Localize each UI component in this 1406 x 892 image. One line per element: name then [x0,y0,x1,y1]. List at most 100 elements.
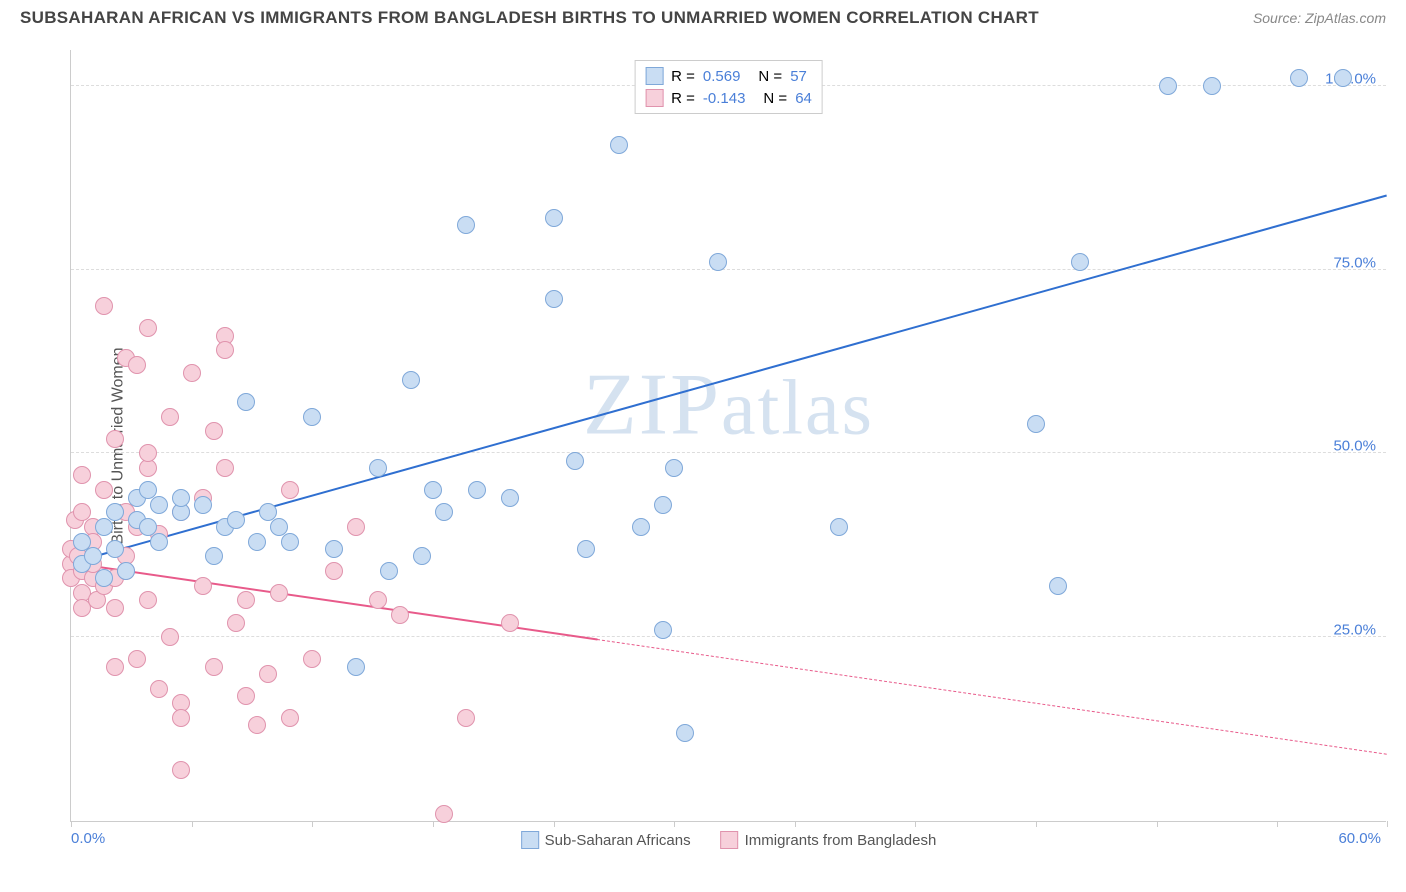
chart-title: SUBSAHARAN AFRICAN VS IMMIGRANTS FROM BA… [20,8,1039,28]
point-series-a [413,547,431,565]
point-series-a [106,540,124,558]
point-series-a [1159,77,1177,95]
point-series-a [566,452,584,470]
point-series-b [248,716,266,734]
legend-swatch [645,67,663,85]
point-series-b [128,650,146,668]
point-series-a [227,511,245,529]
point-series-a [194,496,212,514]
point-series-a [610,136,628,154]
point-series-a [1290,69,1308,87]
point-series-a [172,489,190,507]
point-series-b [161,628,179,646]
point-series-a [1027,415,1045,433]
point-series-a [665,459,683,477]
point-series-b [128,356,146,374]
x-tick [1036,821,1037,827]
point-series-a [654,496,672,514]
legend-stats-row: R = -0.143 N = 64 [645,87,812,109]
point-series-b [161,408,179,426]
legend-swatch [521,831,539,849]
point-series-b [216,341,234,359]
point-series-a [1334,69,1352,87]
point-series-b [95,481,113,499]
x-tick [915,821,916,827]
point-series-b [227,614,245,632]
point-series-a [325,540,343,558]
point-series-a [830,518,848,536]
point-series-a [435,503,453,521]
trend-line-dashed [597,639,1387,755]
point-series-b [281,481,299,499]
point-series-a [424,481,442,499]
x-start-label: 0.0% [71,830,105,847]
point-series-a [248,533,266,551]
point-series-b [369,591,387,609]
point-series-a [1071,253,1089,271]
point-series-b [150,680,168,698]
point-series-b [237,687,255,705]
point-series-a [402,371,420,389]
point-series-b [73,466,91,484]
point-series-a [380,562,398,580]
point-series-a [654,621,672,639]
chart-source: Source: ZipAtlas.com [1253,10,1386,26]
x-tick [433,821,434,827]
chart-container: Births to Unmarried Women ZIPatlas 25.0%… [50,40,1396,852]
point-series-a [545,209,563,227]
point-series-b [183,364,201,382]
point-series-a [117,562,135,580]
gridline [71,452,1386,453]
x-tick [1277,821,1278,827]
point-series-a [1049,577,1067,595]
point-series-b [391,606,409,624]
point-series-a [95,569,113,587]
legend-series: Sub-Saharan Africans Immigrants from Bang… [521,831,937,849]
point-series-b [435,805,453,823]
point-series-a [468,481,486,499]
point-series-a [545,290,563,308]
gridline [71,636,1386,637]
point-series-a [369,459,387,477]
point-series-b [205,658,223,676]
y-tick-label: 25.0% [1333,622,1376,639]
chart-header: SUBSAHARAN AFRICAN VS IMMIGRANTS FROM BA… [0,0,1406,32]
point-series-b [501,614,519,632]
point-series-a [676,724,694,742]
watermark: ZIPatlas [583,354,874,455]
legend-series-item: Sub-Saharan Africans [521,831,691,849]
point-series-b [259,665,277,683]
point-series-b [194,577,212,595]
point-series-b [347,518,365,536]
x-tick [192,821,193,827]
point-series-b [216,459,234,477]
point-series-a [632,518,650,536]
point-series-b [457,709,475,727]
legend-swatch [645,89,663,107]
point-series-b [139,319,157,337]
point-series-a [150,533,168,551]
x-tick [1157,821,1158,827]
point-series-b [270,584,288,602]
point-series-b [139,444,157,462]
legend-swatch [721,831,739,849]
x-tick [554,821,555,827]
point-series-a [457,216,475,234]
point-series-b [172,761,190,779]
point-series-a [205,547,223,565]
legend-series-item: Immigrants from Bangladesh [721,831,937,849]
x-tick [795,821,796,827]
point-series-b [106,430,124,448]
x-tick [1387,821,1388,827]
y-tick-label: 50.0% [1333,438,1376,455]
point-series-a [709,253,727,271]
point-series-a [1203,77,1221,95]
point-series-a [84,547,102,565]
point-series-b [172,709,190,727]
point-series-b [106,658,124,676]
point-series-b [139,591,157,609]
point-series-b [205,422,223,440]
point-series-a [281,533,299,551]
point-series-b [281,709,299,727]
point-series-a [303,408,321,426]
